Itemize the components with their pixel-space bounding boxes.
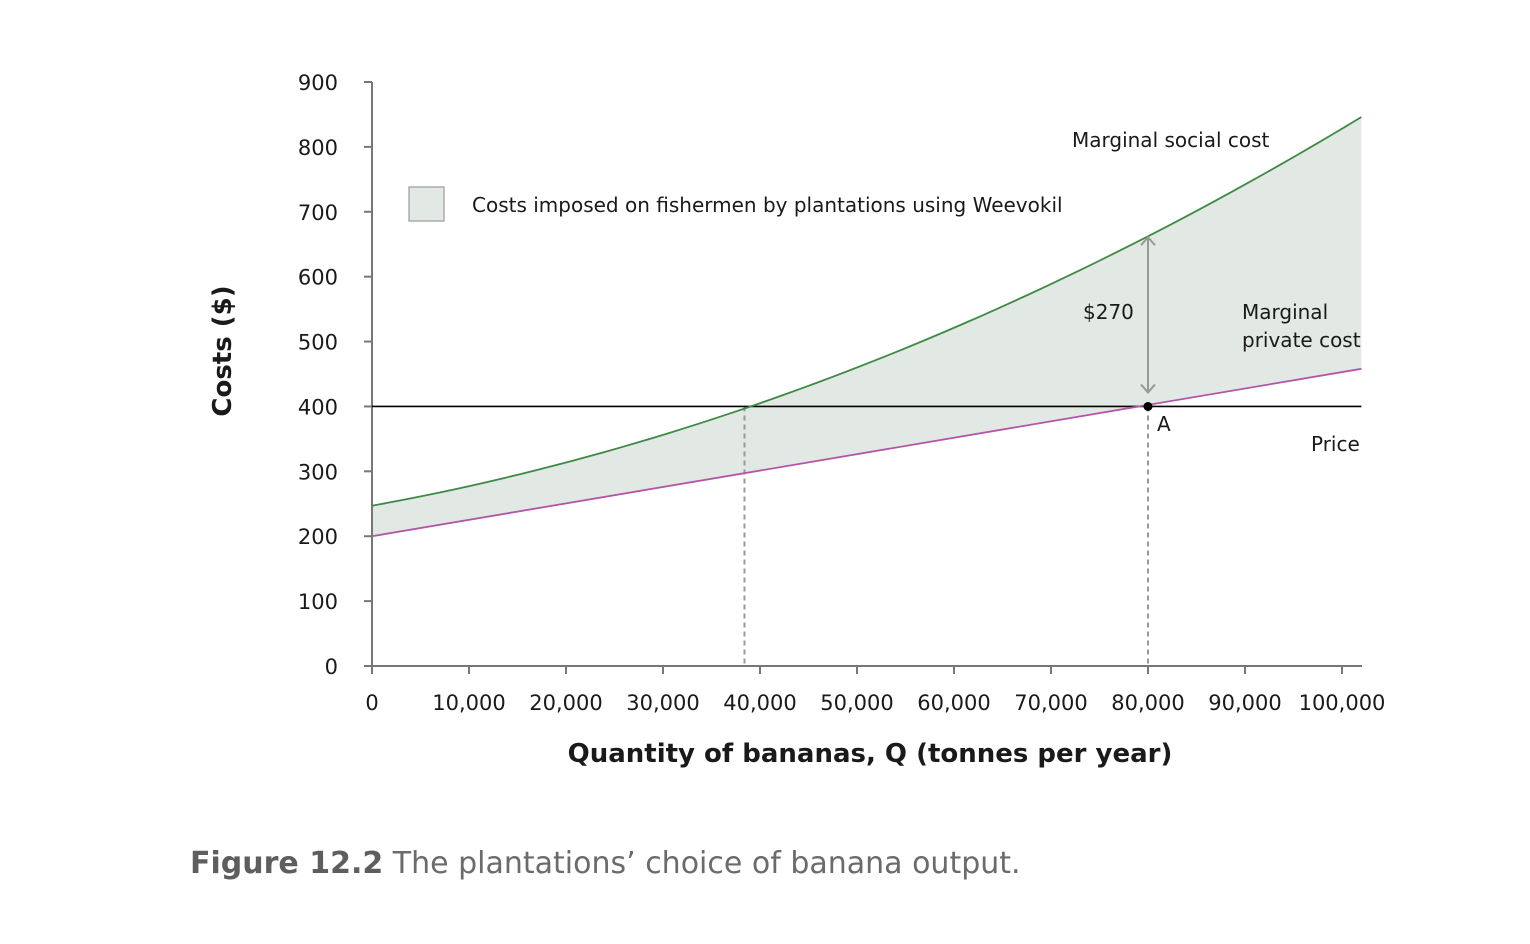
x-tick-label: 100,000 (1299, 691, 1386, 715)
y-tick-label: 900 (298, 71, 338, 95)
y-axis-title: Costs ($) (208, 285, 238, 416)
msc-label: Marginal social cost (1072, 128, 1270, 152)
x-tick-label: 40,000 (723, 691, 796, 715)
gap-arrow (1140, 235, 1156, 394)
x-tick-label: 20,000 (529, 691, 602, 715)
y-tick-label: 500 (298, 331, 338, 355)
y-tick-label: 0 (325, 655, 338, 679)
x-axis-ticks: 0 10,000 20,000 30,000 40,000 50,000 60,000 70,… (365, 666, 1385, 715)
gap-label: $270 (1083, 300, 1134, 324)
y-tick-label: 800 (298, 136, 338, 160)
x-tick-label: 10,000 (432, 691, 505, 715)
x-tick-label: 80,000 (1111, 691, 1184, 715)
y-tick-label: 600 (298, 266, 338, 290)
y-tick-label: 200 (298, 525, 338, 549)
mpc-label-line2: private cost (1242, 328, 1361, 352)
y-tick-label: 700 (298, 201, 338, 225)
price-label: Price (1311, 432, 1360, 456)
x-tick-label: 70,000 (1014, 691, 1087, 715)
axes (371, 82, 1362, 667)
legend-label: Costs imposed on fishermen by plantation… (472, 193, 1063, 217)
x-tick-label: 30,000 (626, 691, 699, 715)
point-a-marker (1143, 401, 1153, 411)
legend-swatch (408, 186, 445, 222)
x-tick-label: 0 (365, 691, 378, 715)
y-tick-label: 400 (298, 395, 338, 419)
y-tick-label: 100 (298, 590, 338, 614)
y-axis-ticks: 0 100 200 300 400 500 600 700 800 900 (298, 71, 372, 679)
x-tick-label: 60,000 (917, 691, 990, 715)
figure-caption: Figure 12.2 The plantations’ choice of b… (190, 846, 1021, 881)
figure-caption-text: The plantations’ choice of banana output… (392, 846, 1021, 881)
point-a-label: A (1157, 412, 1171, 436)
x-tick-label: 50,000 (820, 691, 893, 715)
marginal-social-cost-line (371, 116, 1362, 507)
gap-arrow-head-bottom (1140, 383, 1156, 394)
figure-number: Figure 12.2 (190, 846, 384, 881)
gap-arrow-head-top (1140, 235, 1156, 246)
marginal-private-cost-line (371, 367, 1362, 538)
x-axis-title: Quantity of bananas, Q (tonnes per year) (568, 739, 1173, 769)
y-tick-label: 300 (298, 460, 338, 484)
mpc-label-line1: Marginal (1242, 300, 1328, 324)
x-tick-label: 90,000 (1208, 691, 1281, 715)
